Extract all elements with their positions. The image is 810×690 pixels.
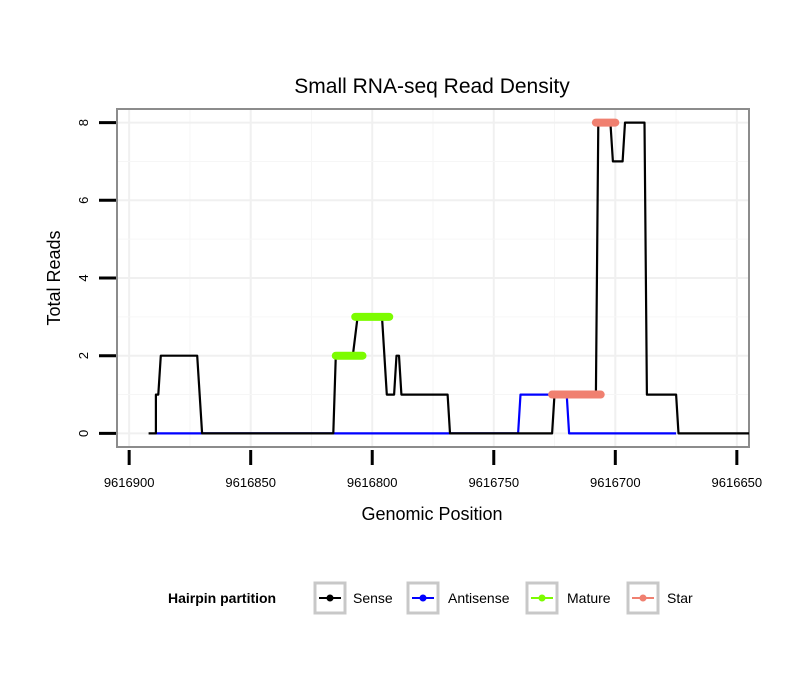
- legend-label-mature: Mature: [567, 590, 611, 606]
- x-tick-label: 9616750: [468, 475, 519, 490]
- x-tick-label: 9616800: [347, 475, 398, 490]
- legend-label-sense: Sense: [353, 590, 393, 606]
- chart-title: Small RNA-seq Read Density: [294, 75, 570, 98]
- series-line-antisense: [155, 393, 677, 435]
- legend-key-dot: [419, 594, 427, 602]
- y-tick-label: 0: [76, 430, 91, 437]
- series-layer: [148, 118, 749, 435]
- legend-label-star: Star: [667, 590, 693, 606]
- legend-key-dot: [326, 594, 334, 602]
- y-tick-label: 2: [76, 352, 91, 359]
- y-tick-label: 4: [76, 274, 91, 281]
- legend: Hairpin partition Sense Antisense Mature St…: [168, 581, 693, 615]
- y-axis-title: Total Reads: [44, 230, 64, 325]
- series-line-sense: [148, 121, 749, 435]
- x-axis-title: Genomic Position: [361, 504, 502, 524]
- legend-title: Hairpin partition: [168, 590, 276, 606]
- x-tick-label: 9616850: [225, 475, 276, 490]
- plot-panel: [116, 108, 750, 448]
- x-tick-label: 9616700: [590, 475, 641, 490]
- y-axis: 0 2 4 6 8: [76, 119, 116, 437]
- x-tick-label: 9616650: [712, 475, 763, 490]
- x-axis: 9616900 9616850 9616800 9616750 9616700 96166…: [104, 450, 762, 490]
- y-tick-label: 6: [76, 197, 91, 204]
- legend-key-dot: [639, 594, 647, 602]
- grid: [117, 109, 749, 447]
- x-tick-label: 9616900: [104, 475, 155, 490]
- legend-label-antisense: Antisense: [448, 590, 510, 606]
- y-tick-label: 8: [76, 119, 91, 126]
- legend-key-dot: [538, 594, 546, 602]
